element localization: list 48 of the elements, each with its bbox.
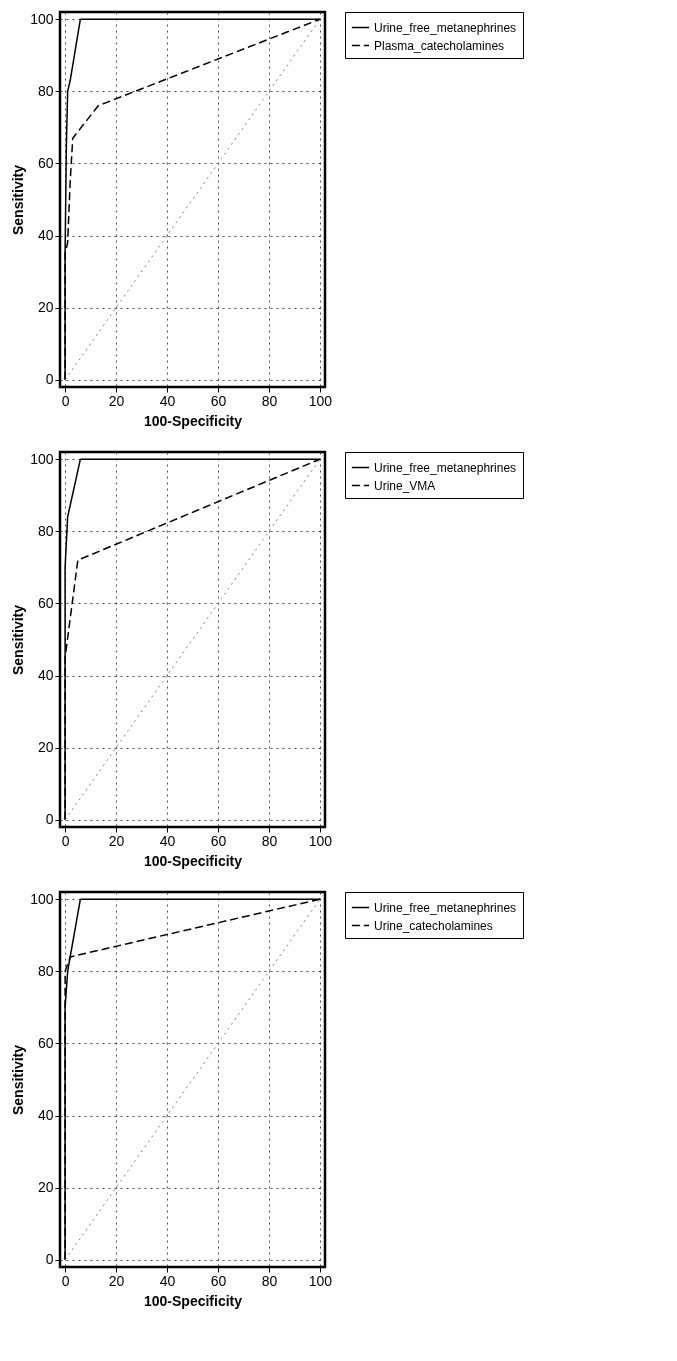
x-tick-label: 60 xyxy=(210,392,227,409)
x-tick-label: 80 xyxy=(261,1272,278,1289)
y-tick-label: 100 xyxy=(30,450,54,467)
x-axis-title: 100-Specificity xyxy=(143,412,243,429)
y-tick-label: 20 xyxy=(37,299,54,316)
y-tick-label: 0 xyxy=(45,371,54,388)
legend-label: Urine_catecholamines xyxy=(374,918,493,933)
y-tick-label: 40 xyxy=(37,227,54,244)
y-tick-label: 80 xyxy=(37,962,54,979)
y-tick-label: 80 xyxy=(37,82,54,99)
legend-label: Plasma_catecholamines xyxy=(374,38,505,53)
x-axis-title: 100-Specificity xyxy=(143,1292,243,1309)
x-tick-label: 80 xyxy=(261,392,278,409)
x-tick-label: 80 xyxy=(261,832,278,849)
y-axis-title: Sensitivity xyxy=(10,164,27,236)
x-tick-label: 20 xyxy=(108,832,125,849)
x-tick-label: 100 xyxy=(308,1272,333,1289)
x-tick-label: 0 xyxy=(61,1272,70,1289)
y-tick-label: 80 xyxy=(37,522,54,539)
x-tick-label: 100 xyxy=(308,392,333,409)
x-axis-title: 100-Specificity xyxy=(143,852,243,869)
y-tick-label: 60 xyxy=(37,154,54,171)
x-tick-label: 40 xyxy=(159,392,176,409)
x-tick-label: 20 xyxy=(108,392,125,409)
y-tick-label: 20 xyxy=(37,739,54,756)
y-tick-label: 0 xyxy=(45,1251,54,1268)
x-tick-label: 60 xyxy=(210,1272,227,1289)
x-tick-label: 0 xyxy=(61,832,70,849)
y-tick-label: 20 xyxy=(37,1179,54,1196)
legend-label: Urine_free_metanephrines xyxy=(374,20,517,35)
x-tick-label: 40 xyxy=(159,1272,176,1289)
y-tick-label: 100 xyxy=(30,10,54,27)
legend-label: Urine_free_metanephrines xyxy=(374,900,517,915)
y-axis-title: Sensitivity xyxy=(10,604,27,676)
legend-label: Urine_free_metanephrines xyxy=(374,460,517,475)
x-tick-label: 20 xyxy=(108,1272,125,1289)
y-tick-label: 0 xyxy=(45,811,54,828)
y-tick-label: 60 xyxy=(37,594,54,611)
x-tick-label: 0 xyxy=(61,392,70,409)
y-tick-label: 40 xyxy=(37,667,54,684)
y-axis-title: Sensitivity xyxy=(10,1044,27,1116)
y-tick-label: 60 xyxy=(37,1034,54,1051)
x-tick-label: 40 xyxy=(159,832,176,849)
y-tick-label: 40 xyxy=(37,1107,54,1124)
x-tick-label: 60 xyxy=(210,832,227,849)
y-tick-label: 100 xyxy=(30,890,54,907)
legend-label: Urine_VMA xyxy=(374,478,436,493)
x-tick-label: 100 xyxy=(308,832,333,849)
